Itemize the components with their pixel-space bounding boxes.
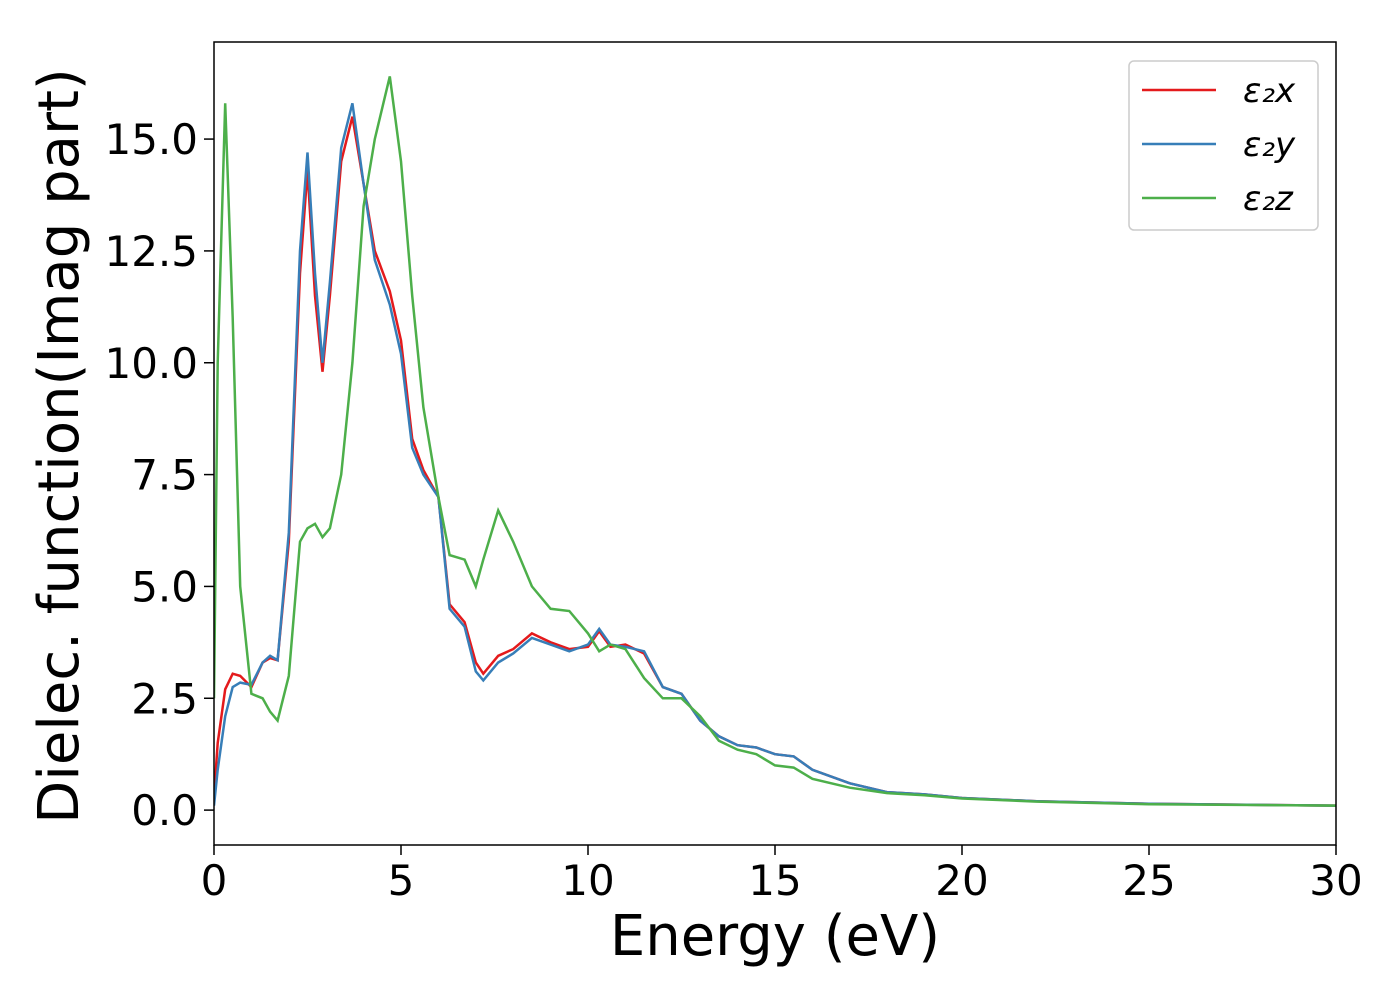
x-axis-label: Energy (eV)	[610, 904, 940, 969]
legend-label: ε₂x	[1243, 71, 1296, 111]
y-tick-label: 15.0	[104, 115, 198, 164]
y-tick-label: 7.5	[131, 451, 198, 500]
legend-label: ε₂y	[1243, 125, 1296, 165]
plot-frame	[213, 41, 1337, 846]
x-tick-label: 15	[748, 856, 801, 905]
y-tick-label: 12.5	[104, 227, 198, 276]
legend-label: ε₂z	[1243, 179, 1294, 219]
x-tick-label: 30	[1309, 856, 1362, 905]
x-tick-label: 0	[201, 856, 228, 905]
x-tick-label: 5	[388, 856, 415, 905]
x-tick-label: 25	[1122, 856, 1175, 905]
legend-box	[1128, 60, 1319, 231]
y-tick-label: 5.0	[131, 562, 198, 611]
y-axis-label: Dielec. function(Imag part)	[27, 68, 92, 824]
y-tick-label: 10.0	[104, 339, 198, 388]
data-line	[214, 76, 1336, 807]
data-line	[214, 102, 1336, 807]
x-tick-label: 10	[561, 856, 614, 905]
x-tick-label: 20	[935, 856, 988, 905]
y-tick-label: 2.5	[131, 674, 198, 723]
y-tick-label: 0.0	[131, 786, 198, 835]
